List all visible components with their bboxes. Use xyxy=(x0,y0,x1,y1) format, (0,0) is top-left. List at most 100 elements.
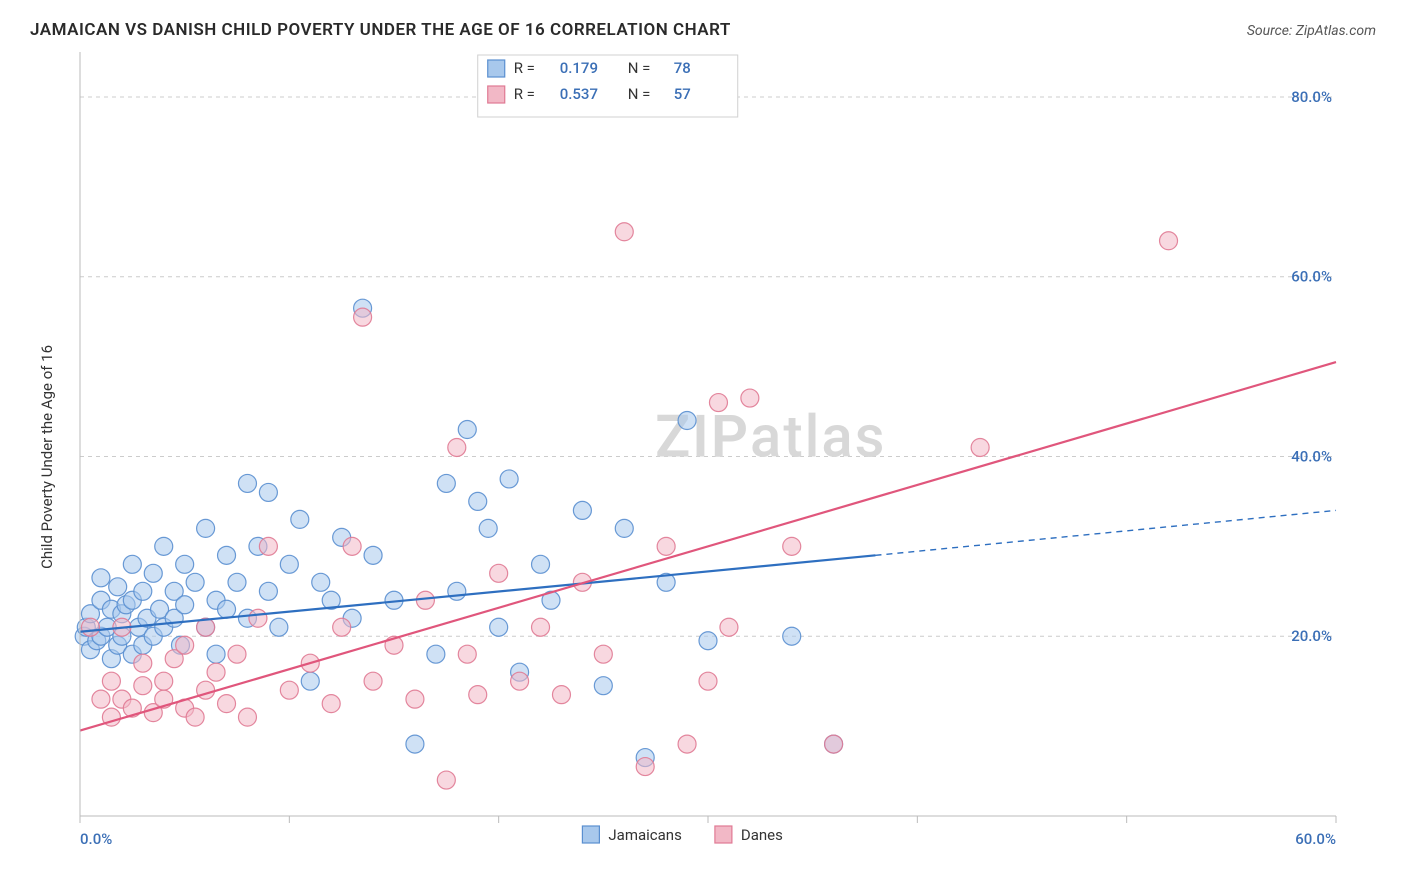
scatter-point xyxy=(532,618,550,636)
scatter-point xyxy=(532,555,550,573)
scatter-point xyxy=(500,470,518,488)
scatter-point xyxy=(364,672,382,690)
scatter-point xyxy=(699,632,717,650)
scatter-point xyxy=(238,474,256,492)
x-tick-label: 60.0% xyxy=(1295,830,1336,848)
scatter-point xyxy=(322,695,340,713)
legend-r-label: R = xyxy=(514,59,535,77)
scatter-point xyxy=(186,573,204,591)
scatter-point xyxy=(573,501,591,519)
scatter-point xyxy=(511,672,529,690)
scatter-point xyxy=(594,677,612,695)
scatter-point xyxy=(437,771,455,789)
series-swatch xyxy=(715,826,732,843)
scatter-point xyxy=(490,618,508,636)
legend-n-label: N = xyxy=(628,85,651,103)
scatter-point xyxy=(238,708,256,726)
scatter-point xyxy=(280,555,298,573)
scatter-point xyxy=(228,573,246,591)
scatter-point xyxy=(741,389,759,407)
scatter-point xyxy=(406,690,424,708)
scatter-point xyxy=(678,412,696,430)
scatter-point xyxy=(301,672,319,690)
scatter-point xyxy=(280,681,298,699)
scatter-point xyxy=(416,591,434,609)
source-label: Source: xyxy=(1247,23,1292,39)
scatter-point xyxy=(783,627,801,645)
scatter-point xyxy=(259,537,277,555)
series-swatch xyxy=(582,826,599,843)
scatter-point xyxy=(176,636,194,654)
scatter-point xyxy=(144,564,162,582)
y-tick-label: 80.0% xyxy=(1291,88,1332,106)
scatter-point xyxy=(458,645,476,663)
scatter-point xyxy=(720,618,738,636)
scatter-point xyxy=(176,596,194,614)
legend-n-label: N = xyxy=(628,59,651,77)
scatter-point xyxy=(1160,232,1178,250)
series-label: Jamaicans xyxy=(608,826,681,844)
scatter-point xyxy=(825,735,843,753)
scatter-point xyxy=(615,223,633,241)
legend-swatch xyxy=(488,86,505,103)
scatter-point xyxy=(333,618,351,636)
scatter-point xyxy=(406,735,424,753)
trend-line xyxy=(80,555,875,631)
series-label: Danes xyxy=(741,826,783,844)
scatter-point xyxy=(479,519,497,537)
chart-area: 20.0%40.0%60.0%80.0%ZIPatlas0.0%60.0%Chi… xyxy=(30,46,1376,866)
scatter-point xyxy=(448,582,466,600)
scatter-point xyxy=(218,695,236,713)
scatter-point xyxy=(186,708,204,726)
y-tick-label: 20.0% xyxy=(1291,627,1332,645)
scatter-point xyxy=(678,735,696,753)
source-credit: Source: ZipAtlas.com xyxy=(1247,23,1376,39)
scatter-point xyxy=(343,537,361,555)
scatter-point xyxy=(615,519,633,537)
scatter-chart: 20.0%40.0%60.0%80.0%ZIPatlas0.0%60.0%Chi… xyxy=(30,46,1376,866)
scatter-point xyxy=(207,645,225,663)
x-tick-label: 0.0% xyxy=(80,830,112,848)
scatter-point xyxy=(134,677,152,695)
scatter-point xyxy=(699,672,717,690)
scatter-point xyxy=(155,672,173,690)
y-tick-label: 40.0% xyxy=(1291,447,1332,465)
scatter-point xyxy=(709,394,727,412)
scatter-point xyxy=(490,564,508,582)
scatter-point xyxy=(259,483,277,501)
scatter-point xyxy=(354,308,372,326)
scatter-point xyxy=(134,654,152,672)
scatter-point xyxy=(636,758,654,776)
legend-r-label: R = xyxy=(514,85,535,103)
scatter-point xyxy=(364,546,382,564)
scatter-point xyxy=(270,618,288,636)
scatter-point xyxy=(783,537,801,555)
scatter-point xyxy=(458,421,476,439)
scatter-point xyxy=(594,645,612,663)
legend-swatch xyxy=(488,60,505,77)
scatter-point xyxy=(123,555,141,573)
trend-line-extrapolated xyxy=(875,510,1336,555)
legend-r-value: 0.537 xyxy=(560,85,598,103)
scatter-point xyxy=(81,618,99,636)
legend-r-value: 0.179 xyxy=(560,59,598,77)
scatter-point xyxy=(552,686,570,704)
scatter-point xyxy=(427,645,445,663)
header-row: JAMAICAN VS DANISH CHILD POVERTY UNDER T… xyxy=(30,20,1376,40)
scatter-point xyxy=(469,492,487,510)
scatter-point xyxy=(291,510,309,528)
scatter-point xyxy=(92,690,110,708)
chart-container: JAMAICAN VS DANISH CHILD POVERTY UNDER T… xyxy=(0,0,1406,892)
legend-n-value: 57 xyxy=(674,85,691,103)
scatter-point xyxy=(312,573,330,591)
scatter-point xyxy=(102,672,120,690)
scatter-point xyxy=(197,519,215,537)
scatter-point xyxy=(657,537,675,555)
scatter-point xyxy=(228,645,246,663)
scatter-point xyxy=(448,438,466,456)
scatter-point xyxy=(134,582,152,600)
scatter-point xyxy=(469,686,487,704)
scatter-point xyxy=(109,578,127,596)
scatter-point xyxy=(207,663,225,681)
scatter-point xyxy=(155,537,173,555)
